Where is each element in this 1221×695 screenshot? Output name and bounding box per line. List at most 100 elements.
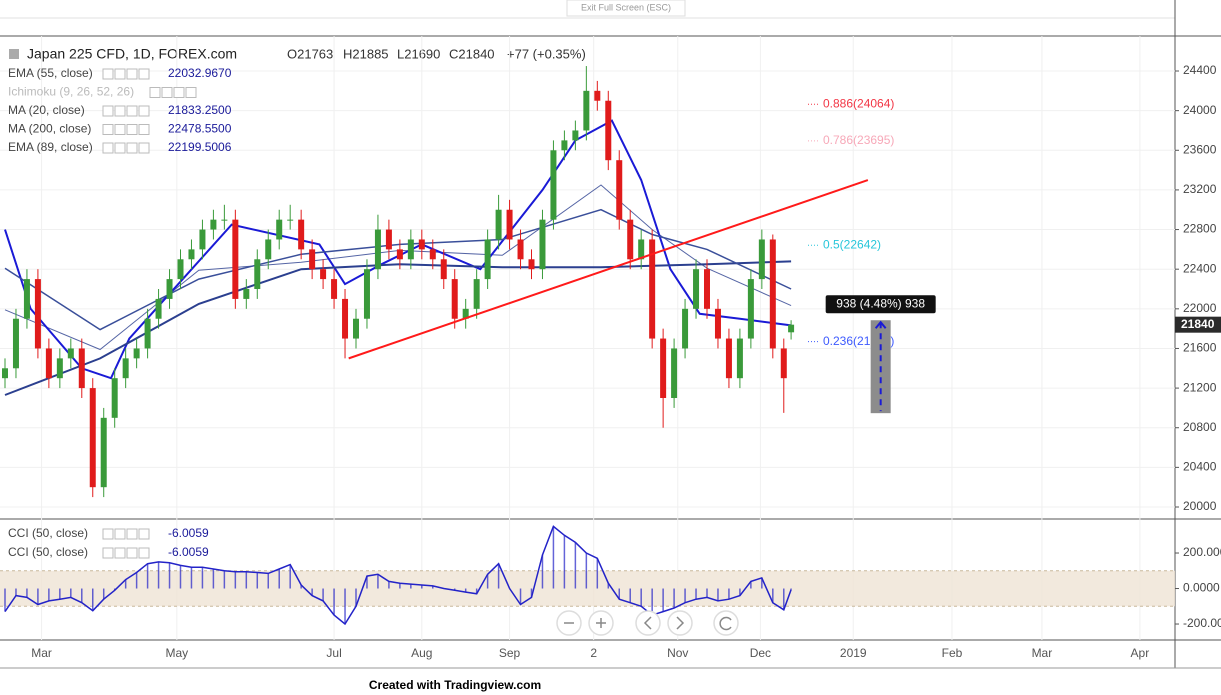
candle-body — [232, 219, 239, 299]
measure-arrow-head — [874, 320, 887, 329]
candle-body — [320, 269, 327, 280]
reset-icon — [719, 616, 732, 631]
indicator-value: 22478.5500 — [168, 122, 232, 136]
candle-body — [572, 130, 579, 141]
y-tick-label: 20000 — [1183, 499, 1217, 513]
trendline — [348, 179, 869, 360]
candle-body — [12, 318, 19, 369]
candle-body — [660, 338, 667, 399]
indicator-name: MA (20, close) — [8, 103, 85, 117]
candle-body — [210, 219, 217, 230]
legend-icon — [114, 142, 126, 154]
candle-body — [758, 239, 765, 280]
indicator-name: EMA (55, close) — [8, 66, 93, 80]
candle-body — [473, 279, 480, 309]
candle-body — [276, 219, 283, 240]
cci-name: CCI (50, close) — [8, 526, 88, 540]
candle-body — [550, 150, 557, 220]
candle-body — [616, 160, 623, 220]
legend-icon — [126, 68, 138, 80]
low-label: L21690 — [397, 46, 440, 61]
x-tick-label: Aug — [411, 646, 432, 660]
legend-icon — [126, 547, 138, 559]
candle-body — [605, 100, 612, 161]
moving-average — [4, 208, 792, 331]
symbol-icon — [9, 49, 19, 59]
exit-fullscreen[interactable]: Exit Full Screen (ESC) — [581, 2, 671, 12]
candle-body — [440, 259, 447, 280]
x-tick-label: Mar — [1032, 646, 1053, 660]
y-tick-label: 24400 — [1183, 63, 1217, 77]
candle-body — [2, 368, 8, 379]
last-price-label: 21840 — [1181, 317, 1215, 331]
legend-icon — [138, 105, 150, 117]
measure-label: 938 (4.48%) 938 — [836, 296, 925, 310]
candle-body — [780, 348, 787, 379]
y-tick-label: 23600 — [1183, 142, 1217, 156]
legend-icon — [102, 124, 114, 135]
candle-body — [199, 229, 206, 250]
x-tick-label: Dec — [750, 646, 771, 660]
legend-icon — [102, 68, 114, 80]
nav-buttons — [556, 610, 739, 636]
candle-body — [56, 358, 63, 379]
candle-body — [309, 249, 316, 270]
x-tick-label: May — [166, 646, 189, 660]
candle-body — [342, 298, 349, 339]
legend-icon — [173, 87, 185, 98]
candle-body — [539, 219, 546, 270]
scroll-left[interactable] — [635, 610, 661, 636]
candle-body — [374, 229, 381, 270]
candle-body — [331, 279, 338, 299]
candle-body — [166, 279, 173, 299]
scroll-right[interactable] — [667, 610, 693, 636]
legend-icon — [138, 528, 150, 540]
legend-icon — [102, 547, 114, 559]
candle-body — [671, 348, 678, 399]
candle-body — [418, 239, 425, 250]
credit: Created with Tradingview.com — [369, 678, 541, 692]
high-label: H21885 — [343, 46, 389, 61]
candle-body — [704, 269, 710, 309]
exit-button[interactable] — [566, 0, 686, 17]
candle-body — [788, 324, 795, 333]
y-tick-label: 22000 — [1183, 301, 1217, 315]
candle-body — [100, 417, 107, 488]
scroll-right-icon — [676, 616, 685, 630]
candle-body — [638, 239, 645, 260]
legend-icon — [138, 547, 150, 559]
cci-value: -6.0059 — [168, 526, 209, 540]
legend-icon — [126, 528, 138, 540]
candle-body — [769, 239, 776, 349]
open-label: O21763 — [287, 46, 333, 61]
candle-body — [385, 229, 392, 250]
candle-body — [287, 219, 294, 221]
x-tick-label: 2 — [590, 646, 597, 660]
reset[interactable] — [713, 610, 739, 636]
candle-body — [484, 239, 491, 280]
candle-body — [353, 318, 359, 339]
candle-body — [45, 348, 52, 379]
candle-body — [583, 90, 590, 131]
x-tick-label: 2019 — [840, 646, 867, 660]
legend-icon — [102, 105, 114, 117]
candle-body — [78, 348, 85, 389]
candle-body — [594, 90, 601, 101]
measure-label-bg — [825, 295, 936, 314]
candle-body — [133, 348, 140, 359]
fib-label: 0.886(24064) — [823, 96, 894, 110]
x-tick-label: Mar — [31, 646, 52, 660]
candle-body — [429, 249, 436, 260]
legend-icon — [102, 142, 114, 154]
legend-icon — [126, 124, 138, 135]
x-tick-label: Sep — [499, 646, 521, 660]
indicator-name: EMA (89, close) — [8, 140, 93, 154]
scroll-left-icon — [643, 616, 652, 630]
x-tick-label: Apr — [1131, 646, 1150, 660]
candle-body — [144, 318, 151, 349]
candle-body — [495, 209, 502, 240]
change-label: +77 (+0.35%) — [507, 46, 586, 61]
candle-body — [34, 279, 41, 349]
legend-icon — [114, 124, 126, 135]
